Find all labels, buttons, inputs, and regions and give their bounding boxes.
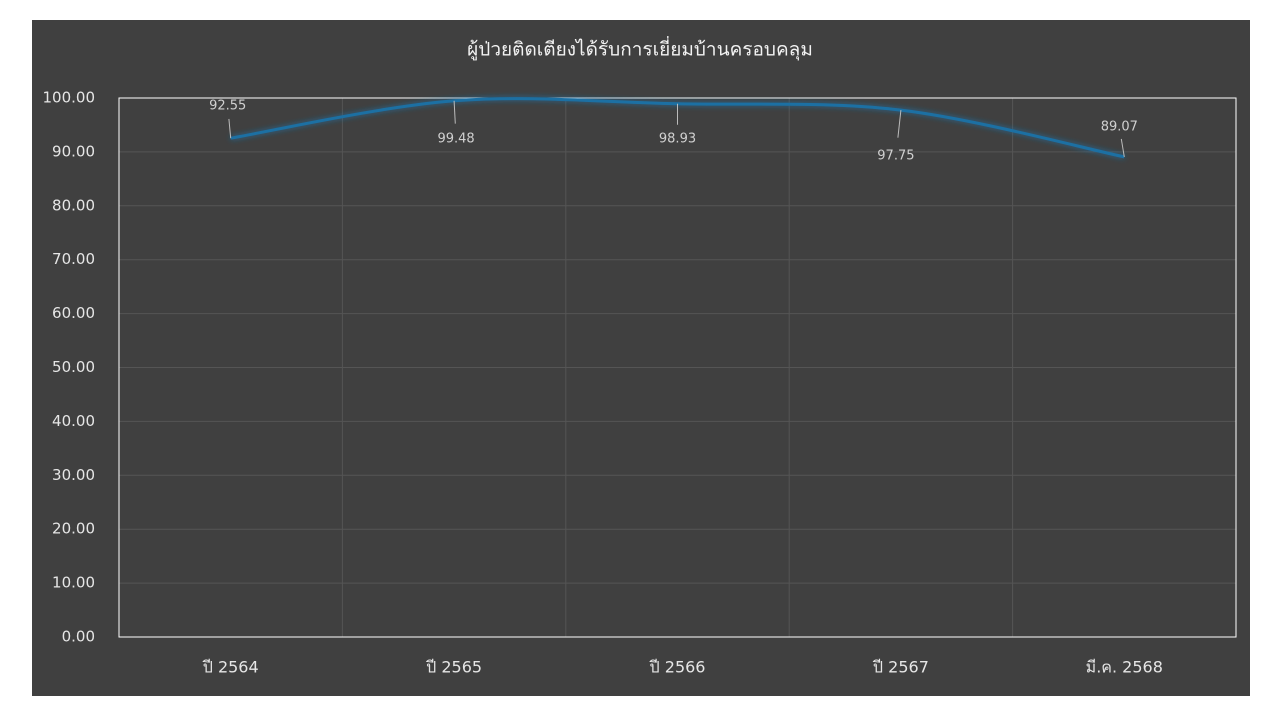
- x-tick-label: ปี 2566: [649, 658, 705, 677]
- leader-line: [1120, 138, 1125, 157]
- y-tick-label: 60.00: [52, 304, 95, 322]
- y-tick-label: 10.00: [52, 574, 95, 592]
- data-label: 99.48: [437, 131, 474, 146]
- x-tick-label: มี.ค. 2568: [1086, 658, 1163, 677]
- y-tick-label: 20.00: [52, 520, 95, 538]
- x-tick-label: ปี 2564: [202, 658, 258, 677]
- data-label: 92.55: [209, 99, 246, 114]
- data-label: 98.93: [659, 131, 696, 146]
- data-label: 97.75: [877, 149, 914, 164]
- line: [230, 97, 1125, 159]
- y-tick-label: 80.00: [52, 196, 95, 214]
- data-label: 89.07: [1101, 119, 1138, 134]
- y-tick-label: 30.00: [52, 466, 95, 484]
- chart-title: ผู้ป่วยติดเตียงได้รับการเยี่ยมบ้านครอบคล…: [467, 36, 813, 62]
- y-tick-label: 100.00: [43, 89, 96, 107]
- y-tick-label: 40.00: [52, 412, 95, 430]
- y-tick-label: 0.00: [62, 628, 95, 646]
- chart-background: [32, 20, 1250, 696]
- plot-border: [118, 97, 1237, 638]
- x-tick-label: ปี 2567: [873, 658, 929, 677]
- y-tick-label: 50.00: [52, 358, 95, 376]
- y-tick-label: 70.00: [52, 250, 95, 268]
- leader-line: [228, 118, 232, 139]
- y-tick-label: 90.00: [52, 142, 95, 160]
- leader-line: [897, 110, 902, 138]
- leader-line: [453, 100, 456, 124]
- x-tick-label: ปี 2565: [426, 658, 482, 677]
